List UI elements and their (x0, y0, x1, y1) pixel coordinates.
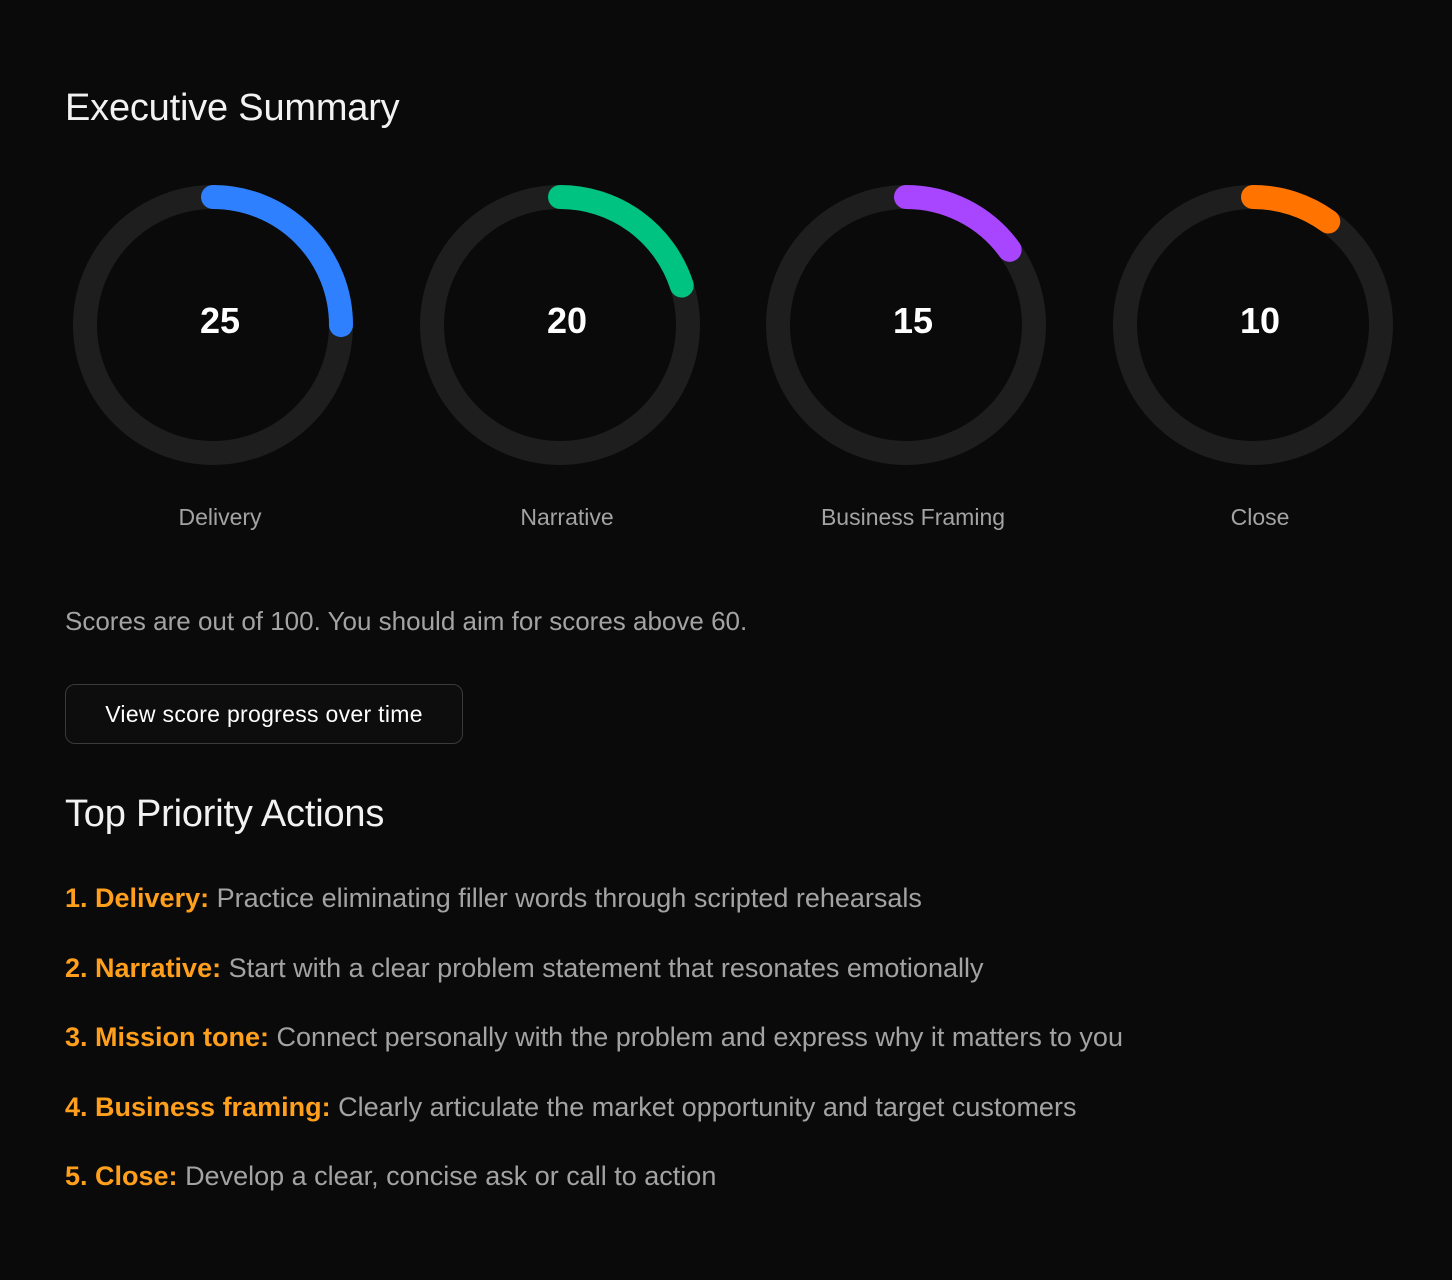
gauge-label: Business Framing (820, 504, 1006, 530)
action-key: 2. Narrative: (65, 952, 222, 983)
priority-action-item: 1. Delivery: Practice eliminating filler… (65, 880, 1405, 950)
gauge-label: Delivery (178, 504, 262, 530)
action-text: Connect personally with the problem and … (276, 1022, 1123, 1052)
action-key: 3. Mission tone: (65, 1022, 270, 1052)
priority-action-item: 3. Mission tone: Connect personally with… (65, 1019, 1405, 1089)
gauge-business-framing-ring (766, 185, 1046, 465)
gauge-value: 15 (892, 300, 934, 341)
action-text: Start with a clear problem statement tha… (228, 952, 984, 983)
score-scale-note: Scores are out of 100. You should aim fo… (65, 606, 748, 636)
action-text: Practice eliminating filler words throug… (216, 883, 922, 913)
gauge-progress-arc (73, 185, 353, 465)
gauge-value: 20 (546, 300, 588, 341)
gauge-business-framing: 15 Business Framing (765, 182, 1065, 542)
action-key: 5. Close: (65, 1161, 178, 1191)
priority-action-item: 5. Close: Develop a clear, concise ask o… (65, 1158, 1405, 1228)
top-priority-actions-title: Top Priority Actions (65, 793, 385, 835)
gauge-narrative-ring (420, 185, 700, 465)
gauge-label: Close (1230, 504, 1290, 530)
priority-action-item: 2. Narrative: Start with a clear problem… (65, 950, 1405, 1020)
gauge-progress-arc (420, 185, 700, 465)
score-gauges: 25 Delivery 20 Narrative 15 Business Fra… (65, 182, 1405, 542)
gauge-value: 25 (199, 300, 241, 341)
gauge-progress-arc (766, 185, 1046, 465)
gauge-close: 10 Close (1112, 182, 1412, 542)
gauge-close-ring (1113, 185, 1393, 465)
priority-action-item: 4. Business framing: Clearly articulate … (65, 1089, 1405, 1159)
gauge-delivery-ring (73, 185, 353, 465)
gauge-value: 10 (1239, 300, 1281, 341)
action-key: 4. Business framing: (65, 1091, 331, 1122)
action-text: Clearly articulate the market opportunit… (338, 1091, 1077, 1122)
priority-actions-list: 1. Delivery: Practice eliminating filler… (65, 880, 1405, 1228)
gauge-progress-arc (1113, 185, 1393, 465)
action-key: 1. Delivery: (65, 883, 210, 913)
view-score-progress-button[interactable]: View score progress over time (65, 684, 463, 744)
action-text: Develop a clear, concise ask or call to … (185, 1161, 717, 1191)
gauge-narrative: 20 Narrative (419, 182, 719, 542)
gauge-label: Narrative (520, 504, 614, 530)
executive-summary-title: Executive Summary (65, 87, 400, 130)
gauge-delivery: 25 Delivery (72, 182, 372, 542)
